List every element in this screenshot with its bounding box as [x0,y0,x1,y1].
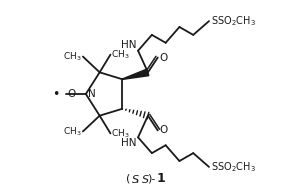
Text: )-: )- [147,174,155,184]
Text: SSO$_2$CH$_3$: SSO$_2$CH$_3$ [211,14,256,28]
Text: O: O [160,53,168,63]
Polygon shape [122,69,149,79]
Text: HN: HN [121,40,136,50]
Text: O: O [67,89,75,99]
Text: ,: , [135,174,139,184]
Text: O: O [160,125,168,136]
Text: $\bf{1}$: $\bf{1}$ [156,172,166,185]
Text: (: ( [126,174,130,184]
Text: CH$_3$: CH$_3$ [63,125,82,138]
Text: $\it{S}$: $\it{S}$ [141,173,150,185]
Text: $\it{S}$: $\it{S}$ [131,173,140,185]
Text: •: • [53,88,60,101]
Text: CH$_3$: CH$_3$ [111,127,130,140]
Text: CH$_3$: CH$_3$ [63,50,82,63]
Text: HN: HN [121,138,136,148]
Text: N: N [88,89,95,99]
Text: SSO$_2$CH$_3$: SSO$_2$CH$_3$ [211,160,256,174]
Text: CH$_3$: CH$_3$ [111,48,130,61]
